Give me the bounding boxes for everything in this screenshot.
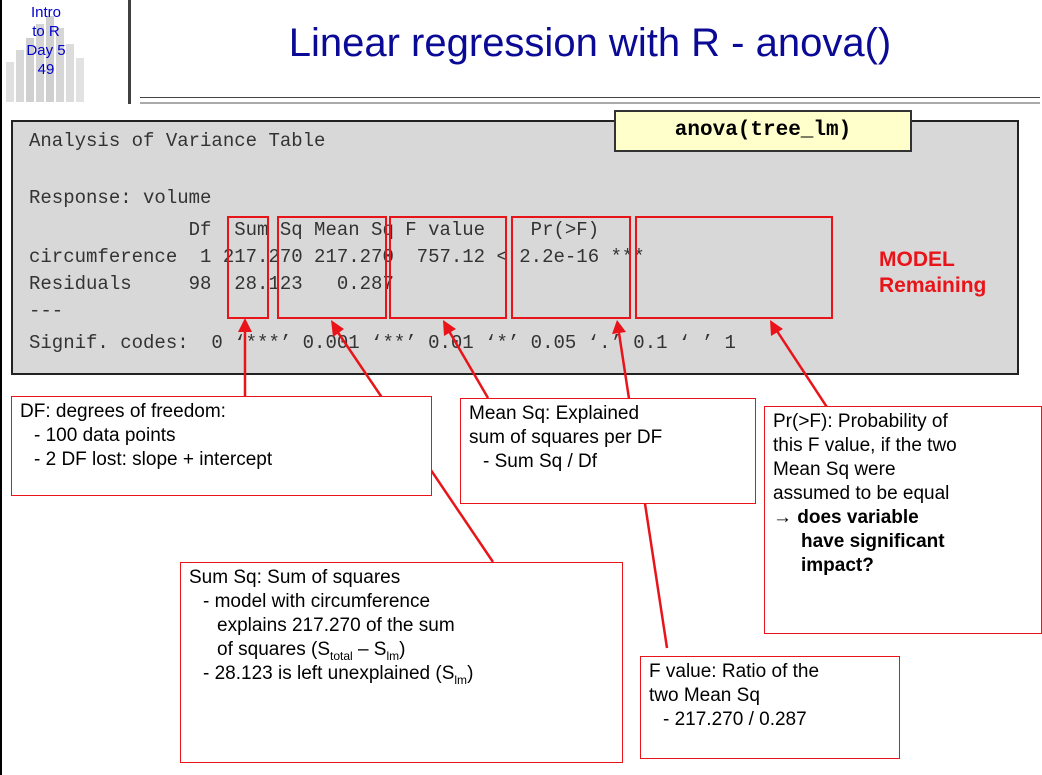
arrow-meansq-head [443, 320, 456, 336]
highlight-sumsq-column [277, 216, 387, 319]
arrow-meansq [447, 330, 490, 399]
remaining-row-label: Remaining [879, 274, 987, 297]
callout-text: - model with circumference [203, 591, 431, 612]
arrow-pr-head [770, 320, 783, 336]
callout-text: - 217.270 / 0.287 [663, 709, 807, 730]
arrow-fvalue-head [612, 320, 626, 334]
title-rule-shadow [140, 102, 1040, 104]
highlight-fvalue-column [511, 216, 631, 319]
callout-meansq: Mean Sq: Explained sum of squares per DF… [460, 398, 756, 504]
arrow-sumsq-head [331, 320, 344, 337]
callout-text: DF: degrees of freedom: [20, 401, 226, 422]
callout-text: - 100 data points [34, 425, 176, 446]
badge-page-number: 49 [37, 61, 55, 78]
console-line: Analysis of Variance Table [29, 130, 326, 152]
callout-df: DF: degrees of freedom: - 100 data point… [11, 396, 432, 496]
badge-line: to R [32, 23, 60, 40]
callout-fvalue: F value: Ratio of the two Mean Sq - 217.… [640, 656, 900, 759]
callout-text: assumed to be equal [773, 483, 950, 504]
console-separator: --- [29, 300, 64, 322]
arrow-df-head [238, 318, 252, 332]
callout-text: - 28.123 is left unexplained (Slm) [203, 663, 474, 687]
callout-text: explains 217.270 of the sum [217, 615, 455, 636]
console-header-row: Df Sum Sq Mean Sq F value Pr(>F) [29, 219, 645, 241]
callout-pr: Pr(>F): Probability of this F value, if … [764, 406, 1042, 634]
console-signif-codes: Signif. codes: 0 ‘***’ 0.001 ‘**’ 0.01 ‘… [29, 332, 736, 354]
callout-text: Pr(>F): Probability of [773, 411, 948, 432]
callout-sumsq: Sum Sq: Sum of squares - model with circ… [180, 562, 623, 763]
r-console-output: Analysis of Variance Table Response: vol… [11, 120, 1019, 375]
console-line: Response: volume [29, 187, 212, 209]
highlight-meansq-column [389, 216, 507, 319]
badge-line: Intro [30, 4, 61, 21]
callout-text: Mean Sq: Explained [469, 403, 640, 424]
course-badge: Intro to R Day 5 49 [0, 0, 131, 104]
callout-text: F value: Ratio of the [649, 661, 820, 682]
title-rule [140, 97, 1040, 98]
callout-text: → does variable [773, 507, 919, 528]
highlight-df-column [227, 216, 269, 319]
callout-text: Mean Sq were [773, 459, 896, 480]
slide-title: Linear regression with R - anova() [288, 21, 892, 65]
callout-text: two Mean Sq [649, 685, 760, 706]
callout-text: Sum Sq: Sum of squares [189, 567, 401, 588]
command-label: anova(tree_lm) [614, 110, 912, 152]
slide-left-border [0, 0, 2, 775]
callout-text: sum of squares per DF [469, 427, 663, 448]
callout-text: have significant [801, 531, 945, 552]
callout-text: - Sum Sq / Df [483, 451, 598, 472]
highlight-pr-column [635, 216, 833, 319]
callout-text: - 2 DF lost: slope + intercept [34, 449, 273, 470]
callout-text: of squares (Stotal – Slm) [217, 639, 406, 663]
model-row-label: MODEL [879, 248, 955, 271]
bar-pattern-icon [6, 16, 84, 102]
callout-text: impact? [801, 555, 874, 576]
badge-line: Day 5 [26, 42, 66, 59]
badge-text: Intro to R Day 5 49 [4, 3, 88, 79]
callout-text: this F value, if the two [773, 435, 957, 456]
